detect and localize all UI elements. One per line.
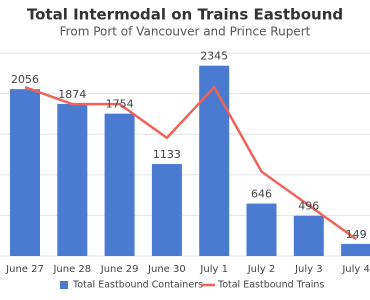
x-tick-label: June 30 (147, 264, 186, 275)
value-label: 1754 (106, 98, 134, 111)
x-tick-label: June 29 (100, 264, 139, 275)
x-tick-label: July 4 (341, 264, 370, 275)
bar (293, 215, 324, 256)
legend: Total Eastbound Containers Total Eastboun… (60, 280, 324, 291)
value-label: 1133 (153, 148, 181, 161)
x-tick-label: June 28 (52, 264, 91, 275)
bar (199, 65, 230, 256)
value-label: 496 (298, 200, 319, 213)
line (24, 85, 357, 241)
chart-subtitle: From Port of Vancouver and Prince Rupert (60, 25, 311, 39)
bar (10, 89, 40, 256)
legend-label: Total Eastbound Trains (217, 280, 324, 291)
bar (151, 164, 182, 256)
value-label: 2056 (11, 73, 39, 86)
legend-swatch (60, 281, 68, 289)
value-label: 2345 (200, 50, 228, 63)
bar (341, 243, 370, 256)
x-tick-label: July 1 (199, 264, 228, 275)
value-label: 149 (346, 228, 367, 241)
bar (246, 203, 277, 256)
x-tick-label: July 3 (294, 264, 323, 275)
bar (104, 113, 135, 256)
labels: June 27 June 28 June 29 June 30 July 1 July 2… (5, 50, 370, 275)
x-tick-label: July 2 (247, 264, 276, 275)
lines (24, 85, 357, 241)
x-tick-label: June 27 (5, 264, 44, 275)
legend-label: Total Eastbound Containers (72, 280, 203, 291)
chart-title: Total Intermodal on Trains Eastbound (27, 6, 343, 24)
bars (10, 65, 370, 256)
value-label: 646 (251, 188, 272, 201)
bar (57, 103, 88, 256)
value-label: 1874 (58, 88, 86, 101)
